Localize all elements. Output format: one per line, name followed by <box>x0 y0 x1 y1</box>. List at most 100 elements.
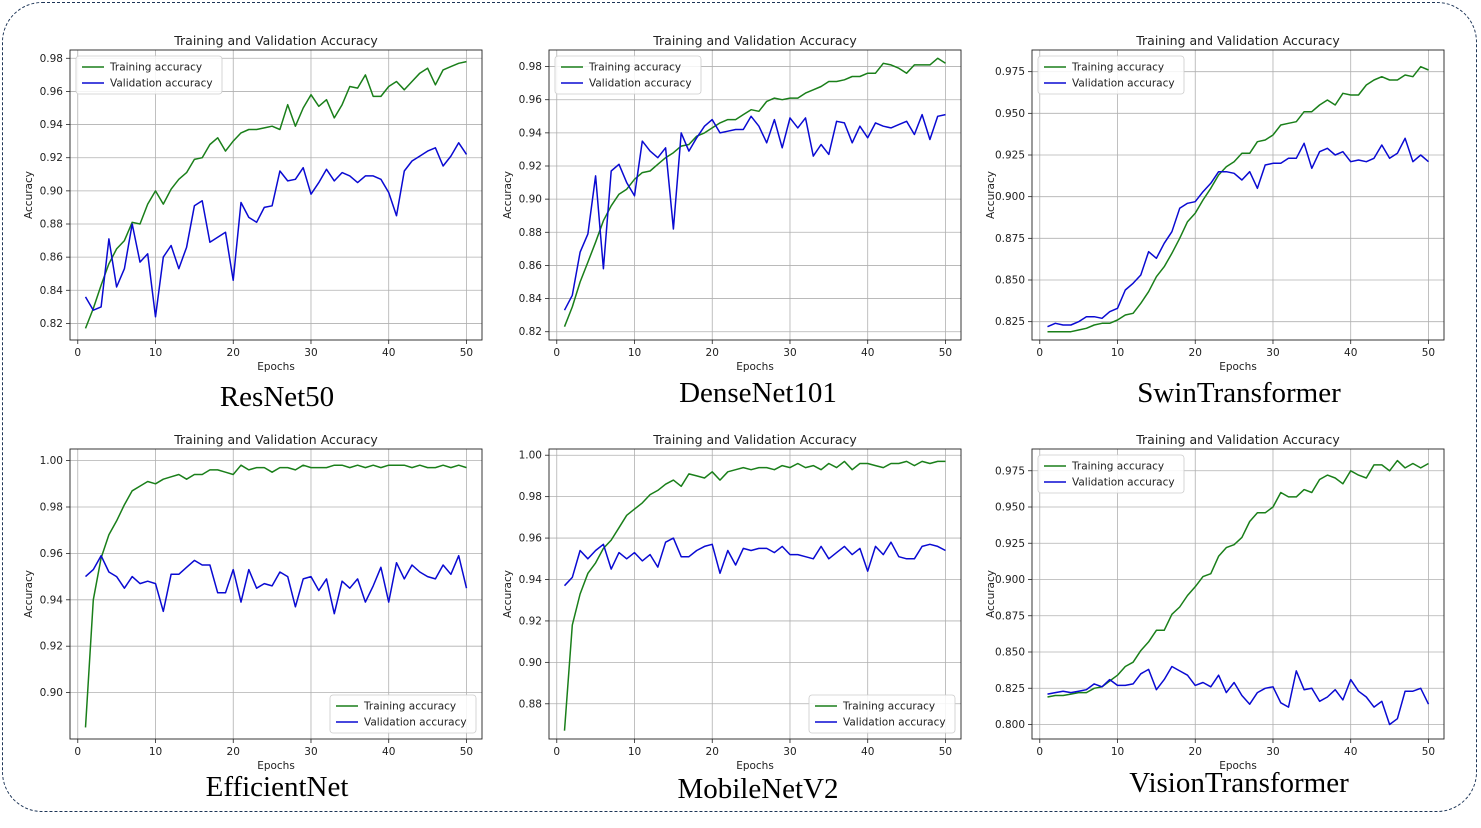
x-tick-label: 0 <box>553 746 560 758</box>
chart-1: 0 10 20 30 40 50 0.82 0.84 0.86 0.88 0.90 0.92 0.94 0… <box>502 33 962 373</box>
axes-box <box>69 49 483 341</box>
x-tick-label: 0 <box>74 746 81 758</box>
y-tick-label: 0.90 <box>519 194 542 206</box>
training-accuracy-line <box>1047 65 1429 333</box>
y-tick-label: 1.00 <box>40 455 63 467</box>
y-axis-label: Accuracy <box>502 171 514 219</box>
axes-box <box>69 448 483 740</box>
legend-box <box>1037 454 1185 494</box>
y-tick-label: 0.950 <box>995 108 1025 120</box>
y-tick-label: 0.94 <box>519 127 543 139</box>
legend-label: Validation accuracy <box>1072 78 1175 90</box>
legend-box <box>1037 55 1185 95</box>
legend: Training accuracy Validation accuracy <box>1037 55 1185 95</box>
model-name-caption: VisionTransformer <box>1129 767 1349 799</box>
y-tick-label: 0.92 <box>40 152 63 164</box>
y-tick-label: 0.925 <box>995 538 1025 550</box>
x-tick-label: 50 <box>1422 746 1435 758</box>
x-tick-label: 20 <box>706 347 719 359</box>
legend-label: Training accuracy <box>1071 461 1164 473</box>
legend-box <box>554 55 702 95</box>
legend-label: Validation accuracy <box>1072 477 1175 489</box>
x-tick-label: 30 <box>783 746 796 758</box>
y-tick-label: 0.800 <box>995 719 1025 731</box>
y-tick-label: 0.90 <box>40 687 63 699</box>
legend: Training accuracy Validation accuracy <box>329 694 477 734</box>
x-tick-label: 0 <box>74 347 81 359</box>
chart-3: 0 10 20 30 40 50 0.90 0.92 0.94 0.96 0.98 1.00 Train… <box>23 432 483 772</box>
x-tick-label: 40 <box>1344 746 1357 758</box>
x-tick-label: 10 <box>149 347 162 359</box>
legend-label: Training accuracy <box>363 701 456 713</box>
y-tick-label: 0.875 <box>995 610 1025 622</box>
y-axis-label: Accuracy <box>23 570 35 618</box>
x-tick-label: 40 <box>861 746 874 758</box>
model-name-caption: EfficientNet <box>205 771 349 803</box>
x-tick-label: 20 <box>227 347 240 359</box>
y-tick-label: 0.98 <box>40 53 63 65</box>
x-axis-label: Epochs <box>257 361 295 373</box>
axes-box <box>1031 49 1445 341</box>
y-tick-label: 0.98 <box>40 502 63 514</box>
chart-title: Training and Validation Accuracy <box>1135 33 1340 48</box>
y-tick-label: 0.94 <box>519 574 543 586</box>
legend: Training accuracy Validation accuracy <box>75 55 223 95</box>
x-axis-label: Epochs <box>1219 760 1257 772</box>
y-tick-label: 0.86 <box>519 260 543 272</box>
chart-4: 0 10 20 30 40 50 0.88 0.90 0.92 0.94 0.96 0.98 1.00 T… <box>502 432 962 772</box>
y-tick-label: 0.96 <box>40 548 64 560</box>
legend: Training accuracy Validation accuracy <box>554 55 702 95</box>
chart-5: 0 10 20 30 40 50 0.800 0.825 0.850 0.875 0.900 0.92… <box>985 432 1445 772</box>
x-tick-label: 50 <box>1422 347 1435 359</box>
chart-title: Training and Validation Accuracy <box>652 33 857 48</box>
x-axis-label: Epochs <box>736 361 774 373</box>
x-tick-label: 0 <box>1036 746 1043 758</box>
axes-box <box>548 49 962 341</box>
training-accuracy-line <box>84 464 467 728</box>
x-tick-label: 20 <box>1189 746 1202 758</box>
training-accuracy-line <box>563 57 946 327</box>
y-tick-label: 0.98 <box>519 491 542 503</box>
validation-accuracy-line <box>84 142 468 318</box>
chart-title: Training and Validation Accuracy <box>652 432 857 447</box>
legend-label: Training accuracy <box>842 701 935 713</box>
training-accuracy-line <box>563 460 946 731</box>
x-tick-label: 50 <box>460 746 473 758</box>
y-tick-label: 0.975 <box>995 465 1025 477</box>
legend-box <box>75 55 223 95</box>
legend: Training accuracy Validation accuracy <box>1037 454 1185 494</box>
legend-box <box>808 694 956 734</box>
x-tick-label: 30 <box>783 347 796 359</box>
x-tick-label: 50 <box>939 347 952 359</box>
training-accuracy-line <box>1047 459 1429 698</box>
legend-label: Training accuracy <box>588 62 681 74</box>
y-tick-label: 0.82 <box>40 318 63 330</box>
x-tick-label: 30 <box>304 746 317 758</box>
x-tick-label: 10 <box>149 746 162 758</box>
x-tick-label: 10 <box>628 347 641 359</box>
y-tick-label: 0.90 <box>519 657 542 669</box>
x-tick-label: 20 <box>227 746 240 758</box>
axes-box <box>548 448 962 740</box>
y-tick-label: 0.92 <box>519 161 542 173</box>
y-axis-label: Accuracy <box>985 171 997 219</box>
y-tick-label: 0.96 <box>519 94 543 106</box>
y-tick-label: 1.00 <box>519 450 542 462</box>
y-tick-label: 0.94 <box>40 594 64 606</box>
y-tick-label: 0.900 <box>995 191 1025 203</box>
validation-accuracy-line <box>563 113 946 311</box>
y-tick-label: 0.82 <box>519 326 542 338</box>
validation-accuracy-line <box>1047 137 1429 328</box>
chart-title: Training and Validation Accuracy <box>1135 432 1340 447</box>
chart-title: Training and Validation Accuracy <box>173 33 378 48</box>
y-tick-label: 0.96 <box>519 533 543 545</box>
x-tick-label: 10 <box>628 746 641 758</box>
model-name-caption: SwinTransformer <box>1137 377 1341 409</box>
model-name-caption: DenseNet101 <box>679 377 837 409</box>
y-tick-label: 0.975 <box>995 66 1025 78</box>
model-name-caption: MobileNetV2 <box>677 773 839 805</box>
y-tick-label: 0.92 <box>519 615 542 627</box>
y-axis-label: Accuracy <box>23 171 35 219</box>
x-tick-label: 30 <box>304 347 317 359</box>
